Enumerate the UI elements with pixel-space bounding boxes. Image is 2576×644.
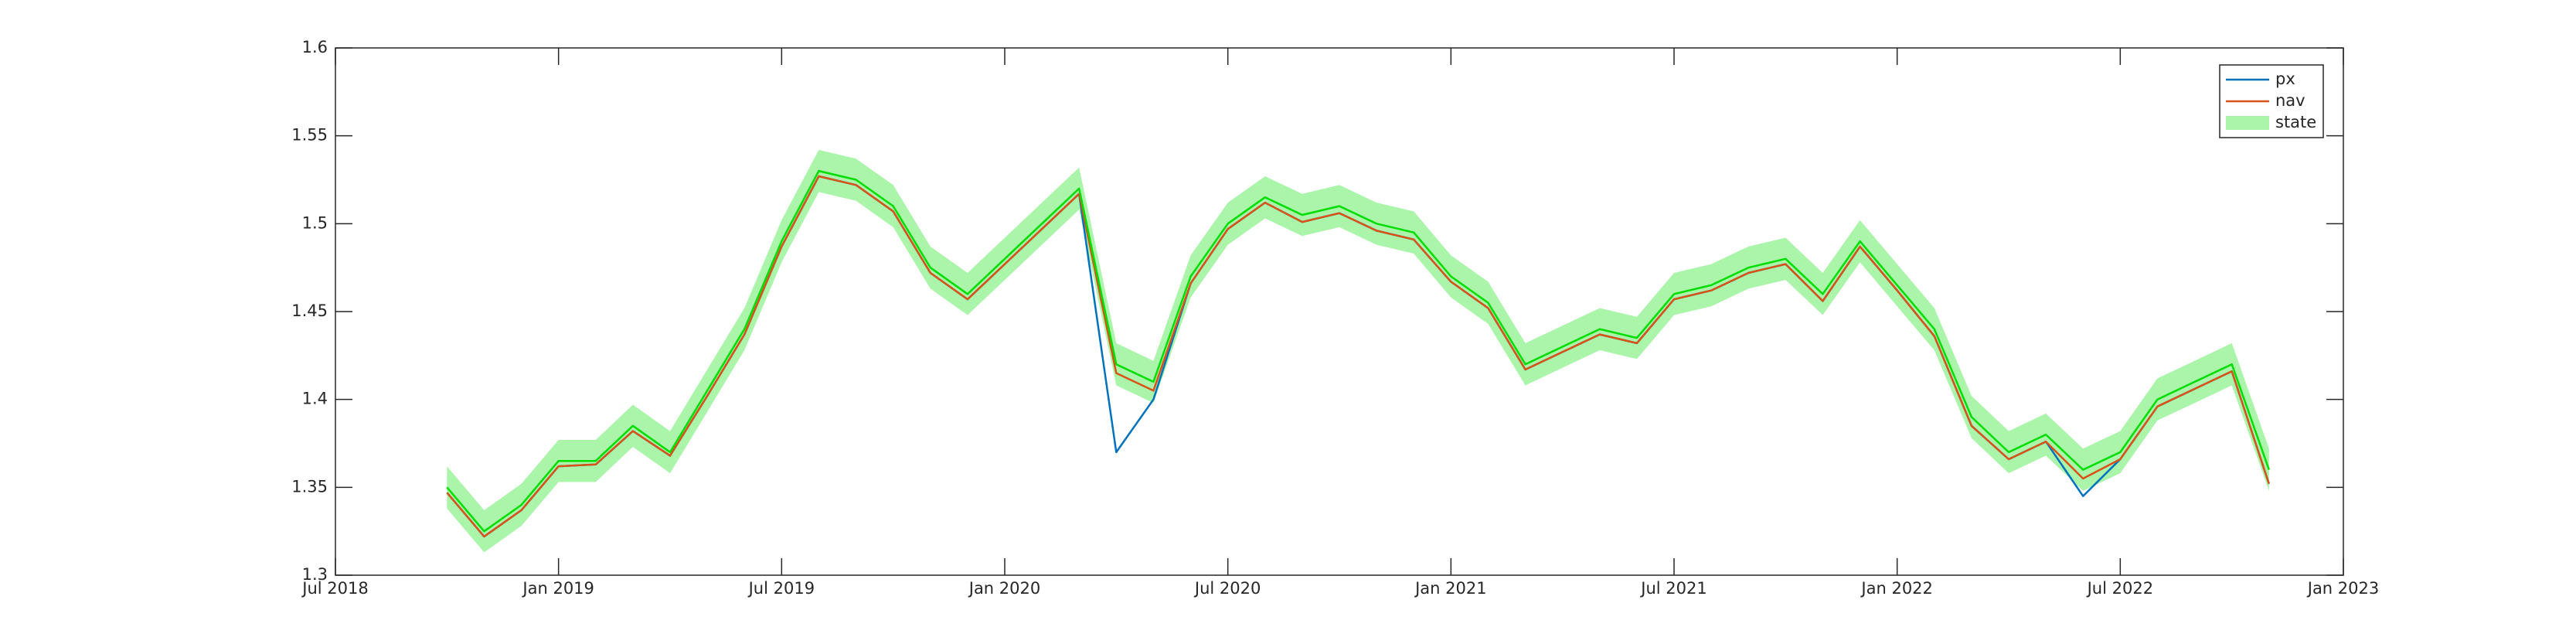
x-tick-label: Jul 2019 <box>747 579 815 598</box>
x-tick-label: Jan 2021 <box>1414 579 1487 598</box>
x-tick-label: Jan 2019 <box>521 579 594 598</box>
y-tick-label: 1.5 <box>302 213 328 232</box>
legend-label: nav <box>2275 91 2305 110</box>
x-tick-label: Jul 2021 <box>1639 579 1707 598</box>
x-tick-label: Jul 2020 <box>1193 579 1261 598</box>
y-tick-label: 1.4 <box>302 390 328 408</box>
y-tick-label: 1.6 <box>302 38 328 56</box>
x-tick-label: Jan 2023 <box>2306 579 2380 598</box>
legend-swatch <box>2226 116 2269 130</box>
y-tick-label: 1.55 <box>291 126 328 145</box>
axes-box <box>335 47 2344 576</box>
x-tick-label: Jul 2022 <box>2086 579 2153 598</box>
x-tick-label: Jul 2018 <box>301 579 368 598</box>
y-tick-label: 1.45 <box>291 302 328 320</box>
state-band <box>447 149 2269 553</box>
x-tick-label: Jan 2020 <box>968 579 1041 598</box>
series-line <box>446 169 2270 533</box>
plot-area <box>335 48 2343 575</box>
y-tick-label: 1.3 <box>302 565 328 584</box>
legend-label: state <box>2275 113 2316 131</box>
legend-label: px <box>2275 70 2295 88</box>
x-tick-label: Jan 2022 <box>1860 579 1933 598</box>
series-line <box>446 175 2270 538</box>
legend: px nav state <box>2219 64 2324 138</box>
y-tick-label: 1.35 <box>291 477 328 496</box>
